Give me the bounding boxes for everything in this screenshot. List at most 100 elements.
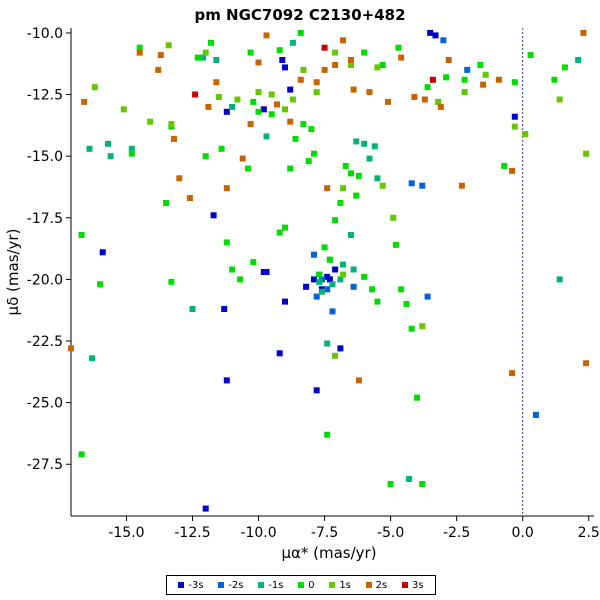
data-point: [527, 52, 534, 59]
x-tick-label: -2.5: [443, 525, 470, 541]
legend-item: 3s: [401, 580, 424, 591]
data-point: [313, 387, 320, 394]
plot-area: [70, 28, 594, 517]
x-tick-label: -10.0: [240, 525, 276, 541]
data-point: [435, 98, 442, 105]
y-axis-label: μδ (mas/yr): [4, 229, 22, 316]
data-point: [239, 155, 246, 162]
data-point: [355, 172, 362, 179]
data-point: [424, 293, 431, 300]
data-point: [329, 281, 336, 288]
x-tick-label: -5.0: [377, 525, 404, 541]
chart-title: pm NGC7092 C2130+482: [194, 6, 405, 24]
y-tick-label: -20.0: [27, 272, 63, 288]
data-point: [366, 89, 373, 96]
data-point: [171, 135, 177, 142]
data-point: [332, 352, 339, 359]
data-point: [432, 32, 439, 39]
data-point: [205, 103, 212, 110]
x-tick-label: 0.0: [512, 525, 534, 541]
y-tick-label: -25.0: [27, 396, 63, 412]
data-point: [316, 271, 323, 278]
data-point: [337, 200, 344, 206]
x-tick-label: 2.5: [578, 525, 600, 541]
data-point: [268, 91, 275, 98]
data-point: [255, 89, 262, 96]
data-point: [392, 241, 399, 248]
data-point: [89, 355, 96, 362]
data-point: [300, 121, 307, 128]
data-point: [408, 325, 415, 332]
data-point: [289, 39, 296, 46]
x-axis-label: μα* (mas/yr): [281, 544, 376, 562]
data-point: [340, 261, 347, 268]
x-tick-label: -15.0: [108, 525, 144, 541]
data-point: [282, 106, 288, 113]
data-point: [511, 113, 518, 120]
data-point: [332, 217, 339, 224]
data-point: [387, 481, 394, 487]
data-point: [163, 200, 170, 206]
data-point: [408, 180, 415, 187]
y-tick-label: -17.5: [27, 211, 63, 227]
data-point: [279, 57, 286, 63]
legend-label: -1s: [268, 579, 284, 591]
data-point: [274, 101, 280, 108]
legend-item: -3s: [178, 580, 204, 591]
data-point: [398, 286, 405, 293]
data-point: [186, 195, 193, 202]
x-tick-label: -7.5: [311, 525, 338, 541]
data-point: [324, 431, 331, 438]
data-point: [213, 79, 220, 86]
data-point: [86, 145, 93, 152]
data-point: [297, 76, 304, 83]
y-tick-label: -27.5: [27, 457, 63, 473]
data-point: [580, 29, 587, 36]
data-point: [332, 62, 339, 68]
legend-label: 1s: [339, 579, 351, 591]
data-point: [374, 175, 381, 182]
data-point: [350, 266, 357, 273]
data-point: [374, 64, 381, 71]
y-tick-label: -12.5: [27, 88, 63, 104]
data-point: [229, 266, 236, 273]
data-point: [311, 251, 317, 258]
data-point: [105, 140, 111, 147]
data-point: [289, 96, 296, 103]
data-point: [91, 84, 98, 91]
data-point: [321, 44, 328, 51]
data-point: [366, 155, 373, 162]
data-point: [287, 165, 294, 172]
data-point: [556, 96, 563, 103]
legend-item: -2s: [218, 580, 244, 591]
legend-swatch: [178, 582, 185, 588]
data-point: [379, 182, 386, 189]
legend-label: 2s: [375, 579, 388, 591]
data-point: [361, 49, 368, 56]
data-point: [255, 59, 262, 66]
data-point: [427, 29, 434, 36]
data-point: [461, 89, 468, 96]
data-point: [371, 143, 378, 150]
data-point: [260, 269, 267, 275]
data-point: [223, 108, 230, 115]
data-point: [168, 121, 175, 128]
data-point: [147, 118, 154, 125]
data-point: [495, 76, 502, 83]
data-point: [213, 57, 220, 63]
data-point: [337, 276, 344, 283]
data-point: [255, 108, 262, 115]
data-point: [329, 308, 336, 315]
data-point: [411, 94, 418, 100]
legend-swatch: [329, 582, 336, 588]
legend-swatch: [401, 582, 408, 588]
data-point: [419, 323, 426, 330]
data-point: [350, 86, 357, 93]
data-point: [176, 175, 183, 182]
data-point: [561, 64, 568, 71]
data-point: [316, 278, 323, 285]
legend-swatch: [365, 582, 372, 588]
data-point: [419, 481, 426, 487]
data-point: [556, 276, 563, 283]
